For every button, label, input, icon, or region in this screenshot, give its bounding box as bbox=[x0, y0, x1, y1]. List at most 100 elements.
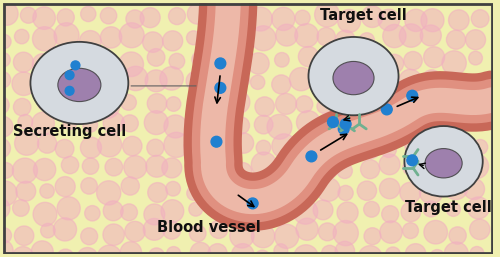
Circle shape bbox=[274, 176, 293, 196]
Circle shape bbox=[228, 91, 250, 113]
Circle shape bbox=[126, 10, 144, 28]
Circle shape bbox=[472, 10, 489, 27]
Circle shape bbox=[473, 115, 488, 130]
Circle shape bbox=[318, 142, 332, 157]
Circle shape bbox=[97, 245, 122, 257]
Circle shape bbox=[189, 202, 202, 216]
Circle shape bbox=[340, 119, 351, 130]
Circle shape bbox=[100, 7, 117, 24]
Circle shape bbox=[81, 178, 98, 194]
Circle shape bbox=[119, 23, 144, 48]
Circle shape bbox=[296, 111, 320, 134]
Circle shape bbox=[0, 116, 13, 137]
Circle shape bbox=[256, 207, 270, 222]
Circle shape bbox=[404, 121, 418, 135]
Circle shape bbox=[0, 34, 11, 49]
Circle shape bbox=[166, 246, 180, 257]
Circle shape bbox=[168, 8, 186, 25]
Circle shape bbox=[336, 30, 355, 50]
Circle shape bbox=[0, 53, 10, 67]
Circle shape bbox=[215, 58, 226, 69]
Circle shape bbox=[162, 158, 182, 178]
Circle shape bbox=[103, 112, 124, 133]
Circle shape bbox=[291, 153, 316, 178]
Circle shape bbox=[12, 200, 29, 216]
Circle shape bbox=[248, 53, 269, 74]
Circle shape bbox=[77, 52, 94, 69]
Circle shape bbox=[294, 245, 318, 257]
Circle shape bbox=[360, 33, 374, 48]
Circle shape bbox=[316, 48, 334, 66]
Circle shape bbox=[360, 160, 380, 179]
Circle shape bbox=[212, 71, 229, 88]
Circle shape bbox=[62, 156, 79, 174]
Circle shape bbox=[40, 184, 54, 198]
Circle shape bbox=[276, 24, 297, 46]
Circle shape bbox=[120, 204, 138, 221]
Circle shape bbox=[0, 240, 13, 257]
Circle shape bbox=[12, 72, 36, 96]
Circle shape bbox=[295, 10, 310, 25]
Circle shape bbox=[104, 57, 120, 72]
Circle shape bbox=[103, 224, 124, 245]
Circle shape bbox=[0, 181, 17, 206]
Circle shape bbox=[444, 176, 468, 200]
Circle shape bbox=[446, 202, 460, 216]
Circle shape bbox=[314, 2, 340, 27]
Circle shape bbox=[337, 76, 353, 92]
Circle shape bbox=[381, 120, 396, 136]
Circle shape bbox=[98, 133, 122, 157]
Circle shape bbox=[420, 181, 443, 204]
Circle shape bbox=[232, 117, 250, 134]
Circle shape bbox=[40, 223, 55, 238]
Circle shape bbox=[378, 9, 400, 31]
Circle shape bbox=[12, 246, 34, 257]
Circle shape bbox=[33, 7, 56, 29]
Circle shape bbox=[188, 4, 208, 24]
Ellipse shape bbox=[333, 61, 374, 95]
Ellipse shape bbox=[30, 42, 128, 124]
Circle shape bbox=[160, 67, 184, 90]
Circle shape bbox=[335, 241, 354, 257]
Circle shape bbox=[420, 25, 442, 46]
Circle shape bbox=[316, 72, 334, 90]
Circle shape bbox=[231, 200, 248, 217]
Circle shape bbox=[215, 82, 226, 93]
Circle shape bbox=[407, 155, 418, 166]
Circle shape bbox=[236, 184, 250, 197]
Circle shape bbox=[210, 220, 228, 238]
Circle shape bbox=[422, 92, 442, 111]
Circle shape bbox=[314, 156, 338, 180]
Circle shape bbox=[18, 114, 32, 129]
Circle shape bbox=[466, 30, 485, 50]
Circle shape bbox=[32, 53, 54, 75]
Circle shape bbox=[333, 221, 358, 246]
Circle shape bbox=[382, 104, 392, 115]
Circle shape bbox=[14, 29, 29, 44]
Circle shape bbox=[255, 250, 270, 257]
Circle shape bbox=[386, 247, 400, 257]
Circle shape bbox=[425, 136, 448, 159]
Circle shape bbox=[405, 139, 419, 153]
Circle shape bbox=[119, 52, 144, 77]
Circle shape bbox=[122, 115, 138, 132]
Circle shape bbox=[184, 137, 204, 156]
Circle shape bbox=[404, 51, 422, 70]
Circle shape bbox=[82, 158, 99, 174]
Circle shape bbox=[84, 206, 100, 221]
Circle shape bbox=[357, 181, 376, 200]
Circle shape bbox=[140, 8, 160, 28]
Circle shape bbox=[0, 138, 10, 158]
Circle shape bbox=[166, 181, 180, 196]
Circle shape bbox=[317, 99, 331, 113]
Circle shape bbox=[468, 197, 489, 219]
Circle shape bbox=[54, 23, 79, 48]
Circle shape bbox=[60, 96, 76, 112]
Circle shape bbox=[169, 53, 184, 69]
Circle shape bbox=[337, 202, 358, 223]
Circle shape bbox=[426, 159, 444, 177]
Circle shape bbox=[256, 140, 271, 155]
Circle shape bbox=[361, 112, 380, 132]
Circle shape bbox=[298, 47, 318, 67]
Circle shape bbox=[400, 24, 423, 47]
